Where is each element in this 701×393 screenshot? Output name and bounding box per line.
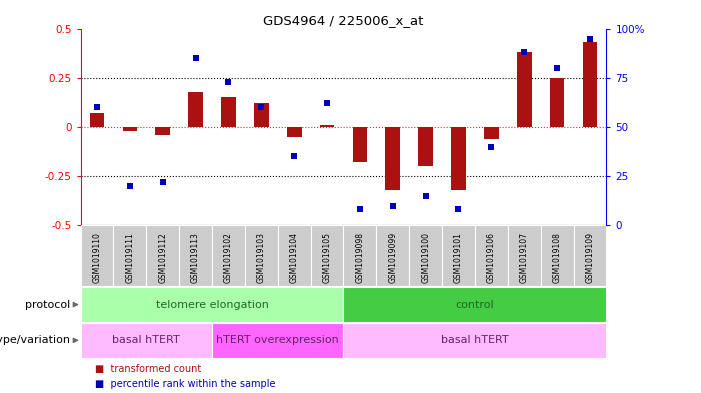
Text: GSM1019103: GSM1019103	[257, 232, 266, 283]
Bar	[81, 323, 212, 358]
Bar	[550, 78, 564, 127]
Point	[552, 65, 563, 71]
Point	[157, 179, 168, 185]
Text: ■  percentile rank within the sample: ■ percentile rank within the sample	[95, 379, 275, 389]
Point	[190, 55, 201, 61]
Text: control: control	[456, 299, 494, 310]
Bar	[484, 127, 498, 139]
Text: GSM1019100: GSM1019100	[421, 232, 430, 283]
Text: GSM1019109: GSM1019109	[585, 232, 594, 283]
Point	[256, 104, 267, 110]
Text: GSM1019110: GSM1019110	[93, 232, 102, 283]
Text: GSM1019105: GSM1019105	[322, 232, 332, 283]
Text: hTERT overexpression: hTERT overexpression	[217, 335, 339, 345]
Point	[91, 104, 102, 110]
Text: ■  transformed count: ■ transformed count	[95, 364, 201, 374]
Bar	[221, 97, 236, 127]
Text: GSM1019101: GSM1019101	[454, 232, 463, 283]
Point	[223, 79, 234, 85]
Bar	[583, 42, 597, 127]
FancyBboxPatch shape	[278, 225, 311, 286]
FancyBboxPatch shape	[508, 225, 540, 286]
FancyBboxPatch shape	[81, 225, 114, 286]
Text: basal hTERT: basal hTERT	[441, 335, 509, 345]
Point	[585, 35, 596, 42]
FancyBboxPatch shape	[147, 225, 179, 286]
FancyBboxPatch shape	[540, 225, 573, 286]
FancyBboxPatch shape	[442, 225, 475, 286]
FancyBboxPatch shape	[114, 225, 147, 286]
Text: GSM1019104: GSM1019104	[290, 232, 299, 283]
Text: GSM1019102: GSM1019102	[224, 232, 233, 283]
FancyBboxPatch shape	[245, 225, 278, 286]
FancyBboxPatch shape	[212, 225, 245, 286]
Text: GSM1019098: GSM1019098	[355, 232, 365, 283]
FancyBboxPatch shape	[343, 225, 376, 286]
Text: genotype/variation: genotype/variation	[0, 335, 70, 345]
FancyBboxPatch shape	[409, 225, 442, 286]
Bar	[343, 323, 606, 358]
Point	[354, 206, 365, 213]
Text: GSM1019099: GSM1019099	[388, 232, 397, 283]
Text: GSM1019108: GSM1019108	[552, 232, 562, 283]
FancyBboxPatch shape	[376, 225, 409, 286]
Bar	[517, 52, 531, 127]
Point	[486, 143, 497, 150]
Bar	[353, 127, 367, 162]
Bar	[343, 287, 606, 322]
Point	[387, 202, 398, 209]
Bar	[189, 92, 203, 127]
Point	[420, 193, 431, 199]
Bar	[81, 287, 343, 322]
FancyBboxPatch shape	[475, 225, 508, 286]
FancyBboxPatch shape	[311, 225, 343, 286]
Bar	[123, 127, 137, 131]
Point	[322, 100, 333, 107]
Text: GSM1019113: GSM1019113	[191, 232, 200, 283]
Point	[519, 49, 530, 55]
Text: GSM1019112: GSM1019112	[158, 232, 168, 283]
Bar	[156, 127, 170, 135]
Text: basal hTERT: basal hTERT	[112, 335, 180, 345]
Text: GSM1019106: GSM1019106	[487, 232, 496, 283]
Bar	[287, 127, 301, 137]
Point	[124, 183, 135, 189]
Point	[289, 153, 300, 160]
Bar	[386, 127, 400, 190]
Bar	[418, 127, 433, 166]
Bar	[254, 103, 268, 127]
Text: telomere elongation: telomere elongation	[156, 299, 268, 310]
Text: GSM1019111: GSM1019111	[125, 232, 135, 283]
Text: protocol: protocol	[25, 299, 70, 310]
Title: GDS4964 / 225006_x_at: GDS4964 / 225006_x_at	[264, 15, 423, 28]
Bar	[451, 127, 466, 190]
Point	[453, 206, 464, 213]
Bar	[212, 323, 343, 358]
Bar	[90, 113, 104, 127]
Text: GSM1019107: GSM1019107	[519, 232, 529, 283]
FancyBboxPatch shape	[573, 225, 606, 286]
Bar	[320, 125, 334, 127]
FancyBboxPatch shape	[179, 225, 212, 286]
